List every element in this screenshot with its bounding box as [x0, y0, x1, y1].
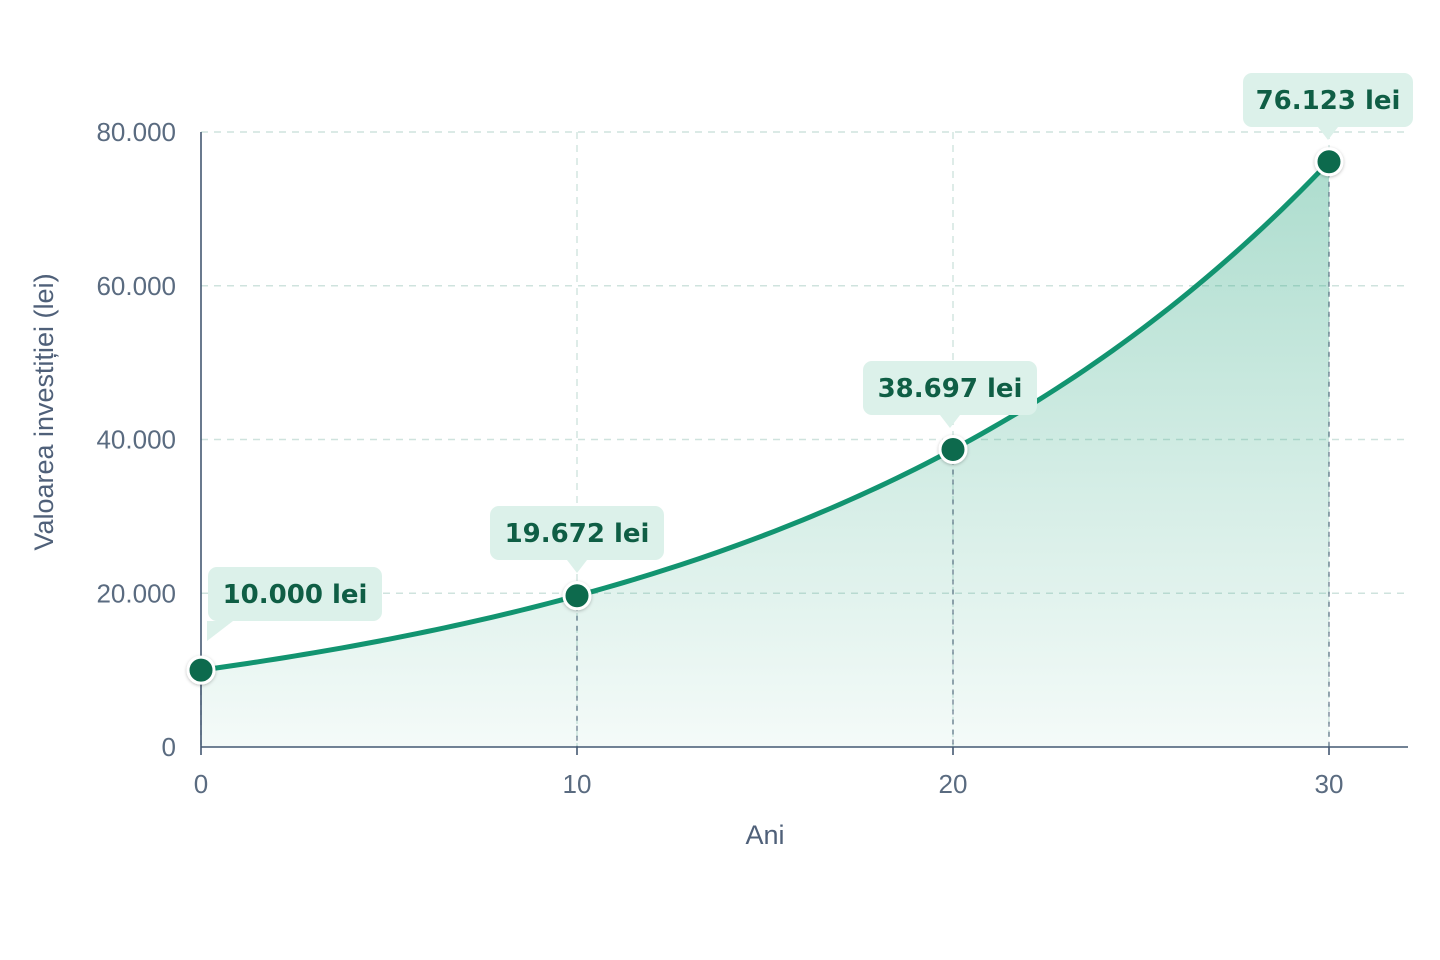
data-label: 19.672 lei: [505, 519, 650, 549]
x-tick-label: 30: [1315, 769, 1344, 799]
data-label: 76.123 lei: [1256, 86, 1401, 116]
callout-box: [1243, 73, 1413, 127]
y-tick-label: 20.000: [96, 578, 176, 608]
data-point: [562, 581, 592, 611]
y-tick-label: 40.000: [96, 425, 176, 455]
x-tick-label: 20: [939, 769, 968, 799]
y-axis-title: Valoarea investiției (lei): [29, 273, 59, 550]
series-line-layer: [198, 159, 1332, 673]
axes: [200, 132, 1408, 755]
y-tick-label: 60.000: [96, 271, 176, 301]
x-axis-title: Ani: [745, 820, 784, 850]
callout-pointer: [1318, 127, 1338, 140]
y-tick-label: 0: [162, 732, 176, 762]
y-tick-label: 80.000: [96, 117, 176, 147]
value-callout: 10.000 lei: [207, 567, 382, 641]
value-callouts: 10.000 lei 19.672 lei 38.697 lei 76.123 lei: [207, 73, 1413, 641]
area-fill: [201, 161, 1329, 747]
x-tick-label: 10: [563, 769, 592, 799]
tick-labels: 0 20.000 40.000 60.000 80.000 0 10 20 30: [96, 117, 1343, 799]
data-point: [1314, 147, 1344, 177]
callout-pointer: [207, 621, 233, 641]
x-tick-label: 0: [194, 769, 208, 799]
data-label: 38.697 lei: [878, 374, 1023, 404]
series-line: [198, 159, 1332, 673]
data-point: [186, 655, 216, 685]
value-callout: 38.697 lei: [863, 361, 1037, 428]
data-label: 10.000 lei: [223, 580, 368, 610]
data-point: [938, 435, 968, 465]
value-callout: 76.123 lei: [1243, 73, 1413, 140]
callout-box: [208, 567, 382, 621]
area-fill-layer: [201, 161, 1329, 747]
callout-box: [490, 506, 664, 560]
value-callout: 19.672 lei: [490, 506, 664, 573]
callout-box: [863, 361, 1037, 415]
callout-pointer: [567, 560, 587, 573]
markers: [186, 147, 1344, 685]
callout-pointer: [940, 415, 960, 428]
